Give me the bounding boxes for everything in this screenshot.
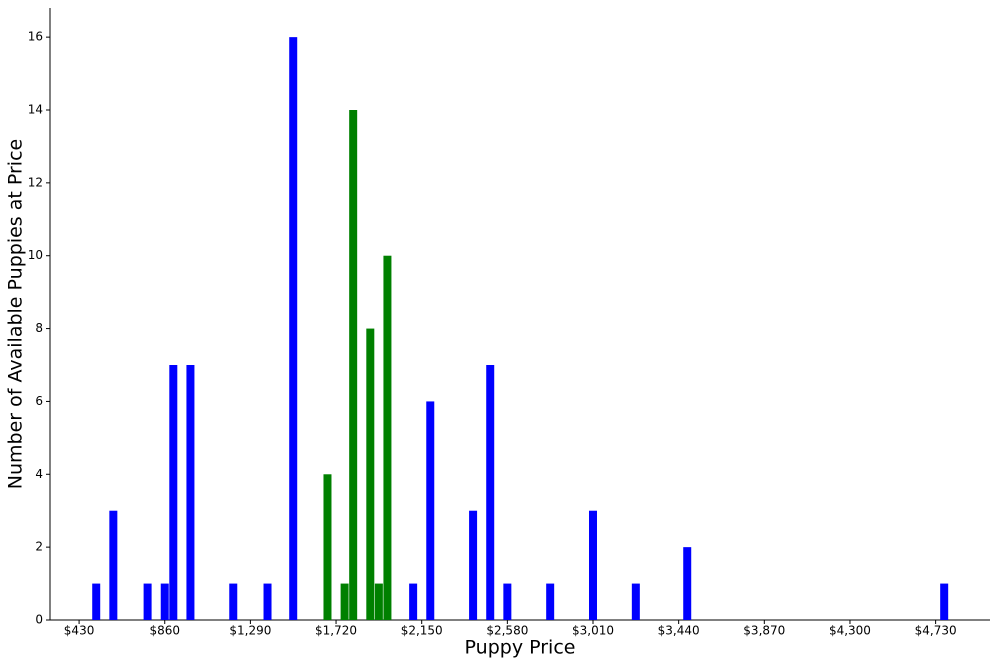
x-tick-label: $3,010 — [572, 624, 614, 638]
bar — [409, 583, 418, 620]
bar — [323, 474, 332, 620]
y-tick-label: 10 — [28, 248, 43, 262]
x-tick-label: $430 — [64, 624, 95, 638]
bar — [683, 547, 692, 620]
bar — [349, 110, 358, 620]
x-tick-label: $3,440 — [658, 624, 700, 638]
y-tick-label: 8 — [35, 321, 43, 335]
x-axis-title: Puppy Price — [465, 637, 576, 659]
y-tick-label: 14 — [28, 103, 43, 117]
bar — [469, 510, 478, 620]
x-tick-label: $4,300 — [829, 624, 871, 638]
y-tick-label: 4 — [35, 467, 43, 481]
bar — [289, 37, 298, 620]
bar — [589, 510, 598, 620]
x-tick-label: $2,580 — [486, 624, 528, 638]
y-tick-label: 2 — [35, 540, 43, 554]
x-tick-label: $1,290 — [229, 624, 271, 638]
bar — [143, 583, 152, 620]
bar — [263, 583, 272, 620]
bar — [186, 365, 195, 620]
bar — [486, 365, 495, 620]
bar — [383, 255, 392, 620]
bar — [109, 510, 118, 620]
x-tick-label: $860 — [149, 624, 180, 638]
bar — [503, 583, 512, 620]
bar — [940, 583, 949, 620]
y-tick-label: 0 — [35, 613, 43, 627]
bar — [169, 365, 178, 620]
bar — [366, 328, 375, 620]
x-tick-label: $4,730 — [915, 624, 957, 638]
bar — [340, 583, 349, 620]
bar — [229, 583, 238, 620]
x-tick-label: $1,720 — [315, 624, 357, 638]
bar — [426, 401, 435, 620]
y-tick-label: 6 — [35, 394, 43, 408]
bar — [546, 583, 555, 620]
x-tick-label: $3,870 — [743, 624, 785, 638]
y-tick-label: 12 — [28, 175, 43, 189]
bar — [374, 583, 383, 620]
bar — [631, 583, 640, 620]
y-axis-title: Number of Available Puppies at Price — [5, 139, 27, 489]
x-tick-label: $2,150 — [401, 624, 443, 638]
y-tick-label: 16 — [28, 30, 43, 44]
bar — [160, 583, 169, 620]
bar — [92, 583, 101, 620]
